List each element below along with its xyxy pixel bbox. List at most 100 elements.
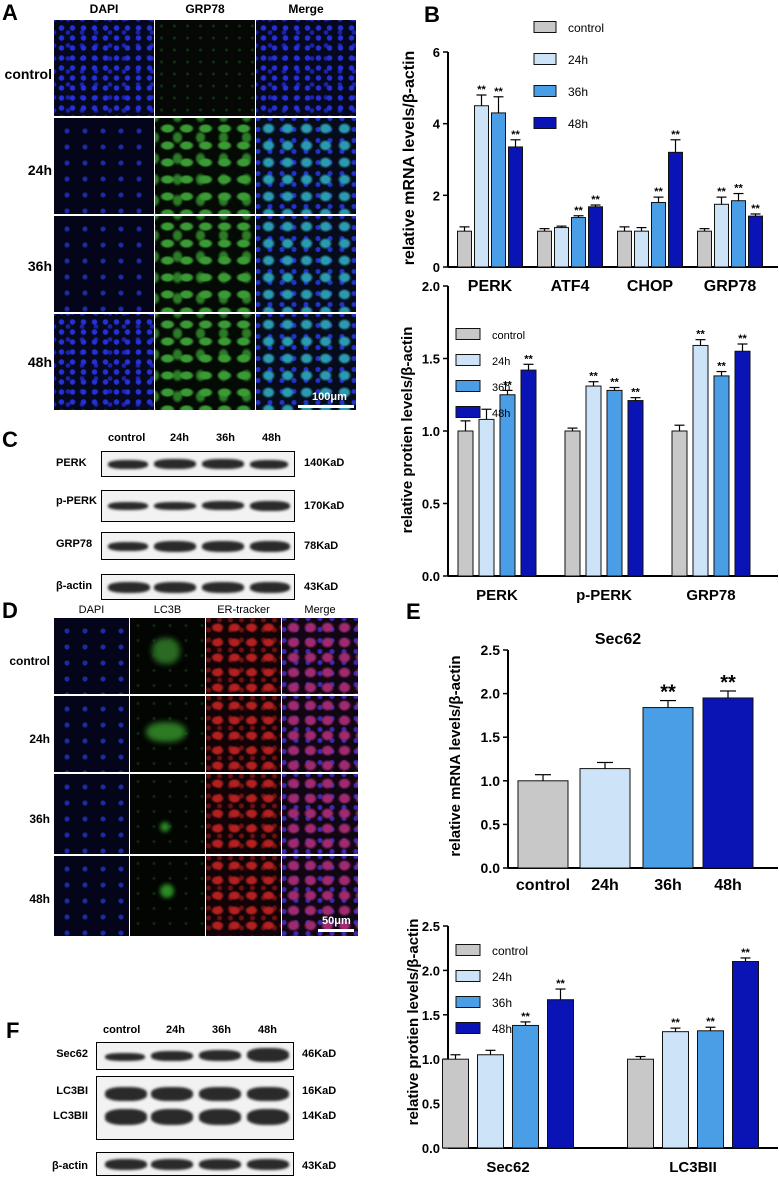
chart-f-legend-label: control xyxy=(492,944,528,958)
blot-c-strip-pperk xyxy=(101,490,295,522)
micrograph-d-dapi-48h xyxy=(54,856,129,936)
blot-c-protein-pperk: p-PERK xyxy=(56,495,97,507)
chart-c-bar-grp78-24h-significance: ** xyxy=(696,329,705,341)
chart-b-ytick-label: 2 xyxy=(433,188,440,203)
panel-label-a: A xyxy=(2,0,18,25)
blot-f-strip-lc3b xyxy=(96,1076,294,1140)
panel-label-f: F xyxy=(6,1018,20,1043)
chart-c-ytick-label: 0.5 xyxy=(422,497,440,512)
micrograph-d-dapi-36h xyxy=(54,774,129,854)
blot-c-protein-grp78: GRP78 xyxy=(56,538,93,550)
chart-c-legend-swatch xyxy=(455,406,481,418)
blot-f-lane-36h: 36h xyxy=(212,1024,231,1036)
chart-b-bar-perk-24h-significance: ** xyxy=(477,84,486,96)
chart-f-legend-swatch xyxy=(455,996,481,1008)
panel-d-col-dapi: DAPI xyxy=(78,604,105,616)
micrograph-d-merge-48h xyxy=(282,856,358,936)
chart-e-title: Sec62 xyxy=(595,631,641,648)
chart-b-bar-perk-48h-significance: ** xyxy=(511,129,520,141)
chart-c-ytick-label: 2.0 xyxy=(422,279,440,294)
micrograph-grp78-control xyxy=(155,20,255,116)
chart-c-bar-perk-24h xyxy=(478,418,495,577)
blot-f-weight-sec62: 46KaD xyxy=(302,1048,337,1060)
blot-f-lane-48h: 48h xyxy=(258,1024,277,1036)
chart-b-bar-chop-48h xyxy=(668,151,683,268)
micrograph-d-er-control xyxy=(206,618,281,694)
micrograph-merge-48h xyxy=(256,314,356,410)
micrograph-d-merge-control xyxy=(282,618,358,694)
chart-f-category-label: Sec62 xyxy=(486,1159,529,1176)
chart-c-bar-grp78-24h xyxy=(692,344,709,577)
chart-e-ytick-label: 2.5 xyxy=(481,642,501,658)
chart-e-bar-24h xyxy=(579,768,631,869)
chart-f-ytick-label: 0.0 xyxy=(422,1141,440,1156)
chart-c-ytick-label: 1.5 xyxy=(422,352,440,367)
scale-bar-label-a: 100μm xyxy=(312,391,347,403)
chart-b-bar-perk-36h xyxy=(491,112,506,268)
chart-f-bar-sec62-36h xyxy=(512,1024,539,1149)
panel-a-col-grp78: GRP78 xyxy=(185,2,225,16)
chart-e-ytick-label: 0.0 xyxy=(481,860,501,876)
chart-e-category-label: control xyxy=(516,877,570,894)
blot-c-protein-perk: PERK xyxy=(56,457,87,469)
chart-e-ytick-label: 1.0 xyxy=(481,773,501,789)
chart-b-bar-grp78-24h-significance: ** xyxy=(717,186,726,198)
chart-b-bar-atf4-36h xyxy=(571,217,586,268)
chart-f-bar-lc3bii-control xyxy=(627,1058,654,1149)
chart-e-ytick-label: 2.0 xyxy=(481,686,501,702)
chart-c-bar-perk-control xyxy=(457,430,474,577)
chart-b-ytick-label: 4 xyxy=(433,117,441,132)
chart-f-legend-swatch xyxy=(455,944,481,956)
chart-f-bar-sec62-control xyxy=(442,1058,469,1149)
micrograph-grp78-48h xyxy=(155,314,255,410)
chart-b-legend-label: 24h xyxy=(568,53,588,67)
blot-f-lane-24h: 24h xyxy=(166,1024,185,1036)
chart-b-bar-grp78-24h xyxy=(714,203,729,268)
micrograph-d-er-48h xyxy=(206,856,281,936)
chart-b-category-label: ATF4 xyxy=(551,278,590,295)
chart-f-bar-sec62-36h-significance: ** xyxy=(521,1011,530,1023)
chart-f-bar-lc3bii-36h xyxy=(697,1030,724,1149)
panel-a-row-24h: 24h xyxy=(27,162,52,178)
chart-f-ytick-label: 2.0 xyxy=(422,963,440,978)
chart-e-bar-48h-significance: ** xyxy=(720,672,736,694)
micrograph-merge-control xyxy=(256,20,356,116)
chart-e-bar-36h-significance: ** xyxy=(660,682,676,704)
chart-f-bar-sec62-24h xyxy=(477,1054,504,1149)
chart-f-legend-label: 48h xyxy=(492,1022,512,1036)
chart-f-legend-label: 36h xyxy=(492,996,512,1010)
chart-e-ytick-label: 0.5 xyxy=(481,816,501,832)
chart-f-bar-lc3bii-48h xyxy=(732,961,759,1149)
chart-f-bar-lc3bii-36h-significance: ** xyxy=(706,1016,715,1028)
micrograph-grp78-36h xyxy=(155,216,255,312)
chart-c-legend-label: 36h xyxy=(492,382,510,394)
chart-c-bar-grp78-48h-significance: ** xyxy=(738,333,747,345)
panel-d-row-48h: 48h xyxy=(29,892,50,906)
chart-c-bar-grp78-36h xyxy=(713,375,730,577)
blot-f-protein-lc3bii: LC3BII xyxy=(53,1110,88,1122)
chart-b-legend-label: 36h xyxy=(568,85,588,99)
blot-f-protein-bactin: β-actin xyxy=(51,1160,88,1172)
micrograph-grp78-24h xyxy=(155,118,255,214)
blot-c-lane-24h: 24h xyxy=(170,432,189,444)
blot-c-lane-36h: 36h xyxy=(216,432,235,444)
chart-b-category-label: PERK xyxy=(468,278,513,295)
chart-f-category-label: LC3BII xyxy=(669,1159,717,1176)
blot-c-strip-bactin xyxy=(101,574,295,600)
micrograph-d-dapi-24h xyxy=(54,696,129,772)
micrograph-dapi-36h xyxy=(54,216,154,312)
chart-f-bar-lc3bii-48h-significance: ** xyxy=(741,947,750,959)
blot-f-weight-bactin: 43KaD xyxy=(302,1160,337,1172)
chart-b-bar-grp78-control xyxy=(697,230,712,268)
chart-c-bar-p-perk-48h-significance: ** xyxy=(631,387,640,399)
panel-d-row-control: control xyxy=(9,654,50,668)
chart-b-ytick-label: 6 xyxy=(433,45,440,60)
micrograph-d-er-36h xyxy=(206,774,281,854)
panel-label-e: E xyxy=(406,599,421,624)
chart-f-bar-sec62-48h xyxy=(547,999,574,1149)
scale-bar-label-d: 50μm xyxy=(322,915,351,927)
chart-c-legend-swatch xyxy=(455,380,481,392)
chart-b-bar-grp78-36h xyxy=(731,200,746,268)
chart-c-ytick-label: 1.0 xyxy=(422,424,440,439)
panel-d-col-lc3b: LC3B xyxy=(153,604,182,616)
